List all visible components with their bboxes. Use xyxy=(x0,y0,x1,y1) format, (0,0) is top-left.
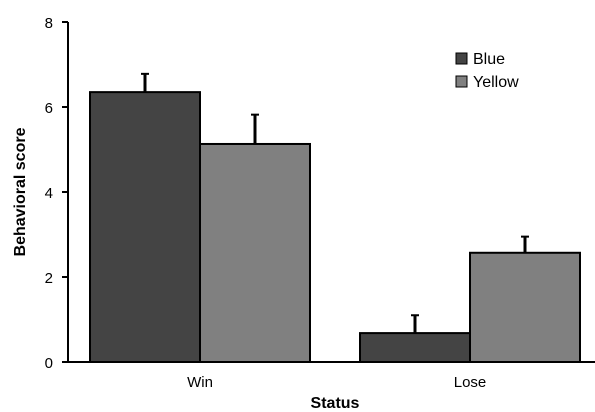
legend-label-blue: Blue xyxy=(473,51,505,68)
y-tick-label-2: 2 xyxy=(45,270,53,287)
x-tick-label-lose: Lose xyxy=(454,374,487,391)
legend-label-yellow: Yellow xyxy=(473,74,519,91)
x-axis-title: Status xyxy=(311,395,360,412)
y-tick-label-6: 6 xyxy=(45,100,53,117)
bar-blue-lose xyxy=(359,332,471,364)
bar-yellow-win xyxy=(199,142,311,363)
y-tick-label-0: 0 xyxy=(45,355,53,372)
y-axis-title: Behavioral score xyxy=(12,127,29,256)
x-tick-label-win: Win xyxy=(187,374,213,391)
legend-swatch-blue xyxy=(455,52,468,65)
bar-blue-win xyxy=(89,91,201,363)
y-tick-label-4: 4 xyxy=(45,185,53,202)
legend: Blue Yellow xyxy=(455,51,519,91)
y-tick-label-8: 8 xyxy=(45,15,53,32)
bars-layer xyxy=(89,72,581,364)
bar-yellow-lose xyxy=(469,251,581,363)
ticks-layer: Win Lose 0 2 4 6 8 xyxy=(45,15,487,391)
legend-swatch-yellow xyxy=(455,75,468,88)
